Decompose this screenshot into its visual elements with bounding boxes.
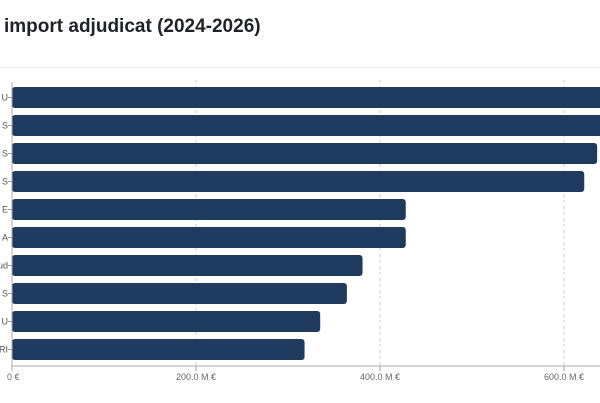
bar <box>12 339 305 360</box>
bar <box>12 115 600 136</box>
bar <box>12 143 598 164</box>
chart-title: import adjudicat (2024-2026) <box>4 16 261 37</box>
bar <box>12 199 406 220</box>
y-tick-label: S <box>2 177 8 187</box>
x-tick-label: 0 € <box>7 372 20 382</box>
bar <box>12 283 347 304</box>
y-tick-label: S <box>2 149 8 159</box>
y-tick-label: E <box>2 205 8 215</box>
bar <box>12 255 363 276</box>
y-tick-label: RI <box>0 345 8 355</box>
y-tick-label: U <box>2 317 9 327</box>
x-tick-label: 200.0 M € <box>176 372 216 382</box>
x-tick-label: 400.0 M € <box>360 372 400 382</box>
y-tick-label: S <box>2 289 8 299</box>
bar <box>12 311 321 332</box>
y-tick-label: A <box>2 233 8 243</box>
bar <box>12 227 406 248</box>
title-divider <box>0 67 600 68</box>
bar <box>12 171 585 192</box>
y-tick-label: U <box>2 93 9 103</box>
y-tick-label: S <box>2 121 8 131</box>
y-tick-label: ud <box>0 261 8 271</box>
x-tick-label: 600.0 M € <box>544 372 584 382</box>
bar <box>12 87 600 108</box>
